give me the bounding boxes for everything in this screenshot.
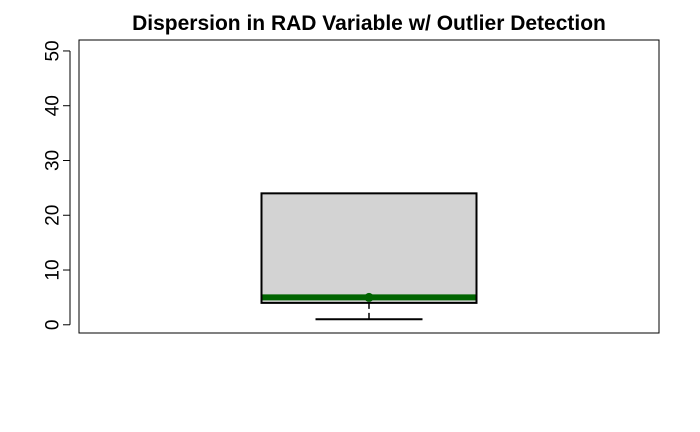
y-axis: 0 10 20 30 40 50 <box>43 40 71 330</box>
y-tick-label: 0 <box>43 319 64 330</box>
chart-title: Dispersion in RAD Variable w/ Outlier De… <box>132 12 606 35</box>
boxplot <box>260 192 478 321</box>
y-tick-label: 40 <box>43 95 64 116</box>
plot-frame <box>78 39 660 334</box>
mean-point <box>364 292 374 302</box>
y-tick-label: 10 <box>43 259 64 280</box>
y-tick-label: 50 <box>43 40 64 61</box>
iqr-box <box>260 192 478 304</box>
y-tick-label: 20 <box>43 205 64 226</box>
y-tick-label: 30 <box>43 150 64 171</box>
